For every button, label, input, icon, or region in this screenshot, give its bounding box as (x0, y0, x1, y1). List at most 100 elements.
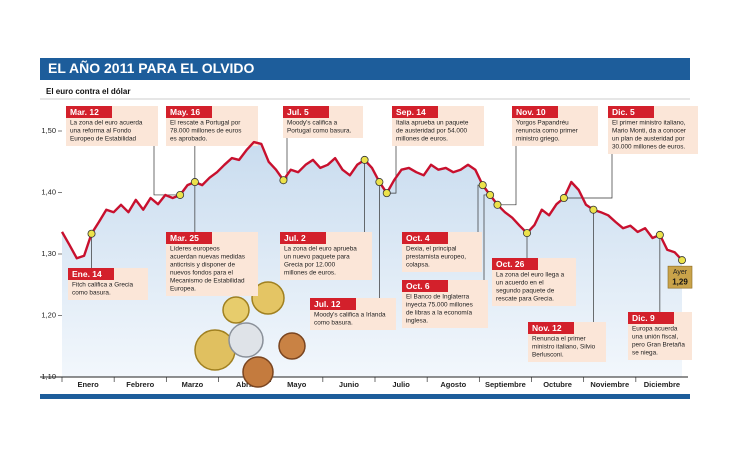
event-marker (176, 190, 185, 199)
annotation-date: Nov. 12 (532, 323, 562, 333)
annotation-text: un nuevo paquete para (284, 254, 350, 261)
annotation-text: Europea. (170, 286, 196, 293)
annotation-header (402, 280, 448, 292)
annotation-text: inyecta 75.000 millones (406, 302, 473, 309)
annotation-text: Mecanismo de Estabilidad (170, 278, 245, 285)
annotation-header (166, 232, 212, 244)
coin-illustration (242, 356, 274, 388)
y-tick-label: 1,40 (41, 187, 56, 196)
annotation-date: Jul. 12 (314, 299, 341, 309)
x-tick-label: Septiembre (485, 380, 526, 389)
annotation-date: Sep. 14 (396, 107, 426, 117)
annotation-text: millones de euros. (396, 136, 448, 143)
annotation-text: Grecia por 12.000 (284, 262, 336, 269)
annotation-header (402, 232, 448, 244)
event-marker (279, 176, 288, 185)
annotation-text: Berlusconi. (532, 352, 564, 359)
annotation-date: Oct. 6 (406, 281, 430, 291)
y-tick-label: 1,50 (41, 126, 56, 135)
annotation-header (283, 106, 329, 118)
event-marker (382, 189, 391, 198)
annotation-text: El rescate a Portugal por (170, 120, 241, 127)
data-line (60, 140, 683, 261)
end-label: Ayer (673, 269, 688, 276)
annotation-header (68, 268, 114, 280)
annotation-text: Dexia, el principal (406, 246, 456, 253)
annotation-header (392, 106, 438, 118)
event-marker (87, 229, 96, 238)
annotation-text: inglesa. (406, 318, 428, 325)
annotation-text: como basura. (72, 290, 111, 297)
x-tick-label: Junio (339, 380, 359, 389)
annotation-text: La zona del euro acuerda (70, 120, 143, 127)
event-marker (375, 178, 384, 187)
annotation-text: La zona del euro aprueba (284, 246, 357, 253)
event-marker (559, 194, 568, 203)
annotation-text: Moody's califica a Irlanda (314, 312, 386, 319)
annotation-text: acuerdan nuevas medidas (170, 254, 245, 261)
annotation-text: El Banco de Inglaterra (406, 294, 470, 301)
annotation-text: Fitch califica a Grecia (72, 282, 134, 289)
connector (153, 146, 181, 196)
annotation-text: 78.000 millones de euros (170, 128, 241, 135)
annotation-text: de austeridad por 54.000 (396, 128, 468, 135)
annotation-date: Ene. 14 (72, 269, 102, 279)
annotation-text: 30.000 millones de euros. (612, 144, 685, 151)
y-tick-label: 1,30 (41, 249, 56, 258)
annotation-header (166, 106, 212, 118)
x-tick-label: Noviembre (590, 380, 629, 389)
annotation-text: una reforma al Fondo (70, 128, 132, 135)
annotation-text: prestamista europeo, (406, 254, 466, 261)
annotation-header (528, 322, 574, 334)
y-tick-label: 1,20 (41, 310, 56, 319)
annotation-text: un acuerdo en el (496, 280, 544, 287)
x-tick-label: Octubre (543, 380, 572, 389)
annotation-date: Oct. 4 (406, 233, 430, 243)
annotation-date: Dic. 9 (632, 313, 655, 323)
connector (497, 146, 517, 206)
event-marker (478, 181, 487, 190)
annotation-date: Mar. 25 (170, 233, 199, 243)
annotation-text: ministro griego. (516, 136, 560, 143)
coin-illustration (222, 296, 250, 324)
annotation-text: es aprobado. (170, 136, 208, 143)
plot: 1,10 1,20 1,30 1,40 1,50 Enero Febrero Marzo Abr… (40, 106, 698, 389)
annotation-text: Europeo de Estabilidad (70, 136, 137, 143)
annotation-text: nuevos fondos para el (170, 270, 233, 277)
annotation-date: Oct. 26 (496, 259, 525, 269)
x-tick-label: Agosto (440, 380, 466, 389)
annotation-text: pero Gran Bretaña (632, 342, 685, 349)
annotation-header (512, 106, 558, 118)
event-marker (678, 256, 687, 265)
y-tick-label: 1,10 (41, 372, 56, 381)
chart-subtitle: El euro contra el dólar (46, 87, 130, 96)
annotation-text: anticrisis y disponer de (170, 262, 235, 269)
x-tick-label: Marzo (182, 380, 204, 389)
annotation-text: Portugal como basura. (287, 128, 352, 135)
x-tick-label: Julio (392, 380, 410, 389)
annotation-text: La zona del euro llega a (496, 272, 565, 279)
annotation-text: colapsa. (406, 262, 430, 269)
title-bar (40, 58, 690, 80)
annotation-date: May. 16 (170, 107, 200, 117)
event-marker (523, 229, 532, 238)
annotation-text: una unión fiscal, (632, 334, 678, 341)
x-tick-label: Enero (77, 380, 99, 389)
annotation-text: un plan de austeridad por (612, 136, 685, 143)
annotation-header (628, 312, 674, 324)
annotation-date: Jul. 5 (287, 107, 309, 117)
bottom-bar (40, 394, 690, 399)
annotation-date: Dic. 5 (612, 107, 635, 117)
annotation-date: Mar. 12 (70, 107, 99, 117)
annotation-text: como basura. (314, 320, 353, 327)
annotation-header (310, 298, 356, 310)
annotation-text: Italia aprueba un paquete (396, 120, 469, 127)
x-tick-label: Diciembre (644, 380, 680, 389)
x-tick-label: Abril (236, 380, 253, 389)
x-tick-label: Febrero (126, 380, 154, 389)
annotation-header (280, 232, 326, 244)
annotation-date: Nov. 10 (516, 107, 546, 117)
annotation-text: Europa acuerda (632, 326, 678, 333)
coin-illustration (251, 281, 285, 315)
event-marker (486, 190, 495, 199)
